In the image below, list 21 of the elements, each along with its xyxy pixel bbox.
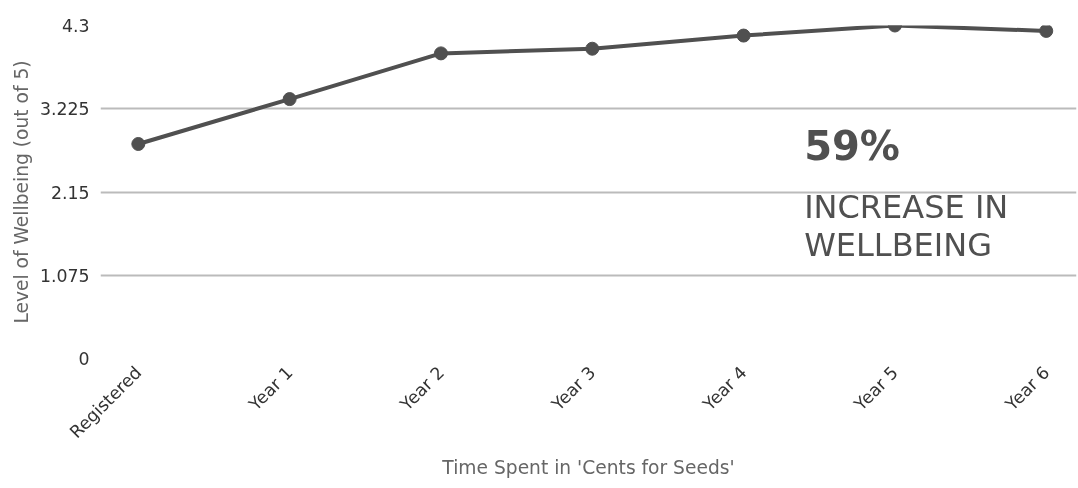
point <box>131 137 146 151</box>
x-tick-label: Year 4 <box>698 362 751 415</box>
y-tick-label: 4.3 <box>61 16 90 36</box>
annotation: INCREASE IN WELLBEING <box>804 188 1009 265</box>
x-tick-label: Year 2 <box>395 362 449 415</box>
x-tick-label: Year 5 <box>849 362 902 415</box>
x-tick-label: Year 3 <box>546 362 600 415</box>
y-tick-label: 3.225 <box>39 99 90 120</box>
y-tick-label: 1.075 <box>39 265 90 286</box>
x-tick-label: Year 6 <box>1000 362 1054 415</box>
point <box>433 46 448 61</box>
point <box>585 41 600 56</box>
point <box>736 28 751 43</box>
x-tick-label: Year 1 <box>244 362 297 415</box>
y-axis-title: Level of Wellbeing (out of 5) <box>10 60 32 324</box>
point <box>282 92 297 107</box>
x-axis-title: Time Spent in 'Cents for Seeds' <box>441 457 735 479</box>
y-tick-label: 2.15 <box>50 182 90 203</box>
annotation: 59% <box>804 122 900 169</box>
point <box>1039 25 1054 38</box>
y-tick-label: 0 <box>78 349 90 369</box>
